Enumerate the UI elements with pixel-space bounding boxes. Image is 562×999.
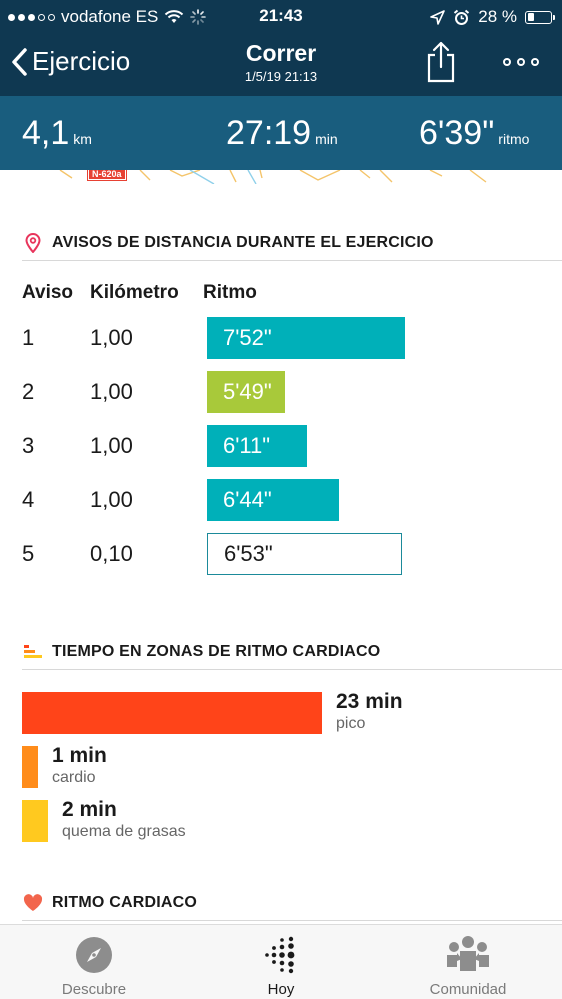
tab-hoy[interactable]: Hoy [211, 933, 351, 998]
split-row: 2 1,00 5'49" ★ [0, 371, 562, 415]
tab-label-descubre: Descubre [61, 981, 127, 998]
road-label-badge: N-620a [87, 170, 127, 181]
zone-text: 23 min pico [336, 690, 403, 733]
back-label: Ejercicio [32, 46, 131, 76]
activity-spinner-icon [190, 9, 207, 25]
back-button[interactable]: Ejercicio [10, 46, 130, 77]
split-row: 5 0,10 6'53" [0, 533, 562, 577]
heart-rate-section-title: RITMO CARDIACO [52, 893, 198, 911]
split-row: 1 1,00 7'52" [0, 317, 562, 361]
status-left: vodafone ES [8, 7, 207, 27]
zones-section-title: TIEMPO EN ZONAS DE RITMO CARDIACO [52, 642, 381, 660]
split-row: 4 1,00 6'44" [0, 479, 562, 523]
split-row: 3 1,00 6'11" [0, 425, 562, 469]
battery-icon [525, 10, 555, 24]
split-aviso: 5 [22, 541, 35, 566]
zone-label: pico [336, 715, 366, 732]
zone-text: 2 min quema de grasas [62, 798, 186, 841]
route-map-preview[interactable]: N-620a [0, 170, 562, 184]
exercise-summary-bar: 4,1 km 27:19 min 6'39" ritmo [0, 96, 562, 170]
split-kilometro: 0,10 [90, 541, 133, 566]
heart-zones-icon [22, 641, 44, 663]
status-time: 21:43 [259, 6, 303, 25]
app-header: vodafone ES 21:43 [0, 0, 562, 96]
zones-section-header: TIEMPO EN ZONAS DE RITMO CARDIACO [22, 634, 562, 670]
duration-value: 27:19 [226, 114, 312, 152]
map-roads [59, 170, 487, 184]
wifi-icon [165, 10, 184, 23]
zone-bar [22, 800, 48, 842]
distance-stat: 4,1 km [22, 114, 92, 153]
tab-label-hoy: Hoy [267, 981, 295, 998]
column-header-ritmo: Ritmo [203, 282, 257, 303]
fitbit-dots-icon [211, 933, 351, 977]
split-kilometro: 1,00 [90, 379, 133, 404]
zone-label: quema de grasas [62, 823, 186, 840]
signal-strength-icon [8, 13, 55, 21]
zone-text: 1 min cardio [52, 744, 107, 787]
status-right: 28 % [430, 7, 555, 27]
splits-section-header: AVISOS DE DISTANCIA DURANTE EL EJERCICIO [22, 225, 562, 261]
tab-descubre[interactable]: Descubre [24, 933, 164, 998]
zone-bar [22, 692, 322, 734]
more-options-button[interactable] [496, 52, 546, 72]
nav-bar: Ejercicio Correr 1/5/19 21:13 [0, 34, 562, 96]
split-aviso: 4 [22, 487, 35, 512]
duration-stat: 27:19 min [226, 114, 338, 153]
split-aviso: 2 [22, 379, 35, 404]
column-header-kilometro: Kilómetro [90, 282, 179, 303]
split-pace-bar[interactable]: 6'44" [207, 479, 339, 521]
heart-rate-section-header: RITMO CARDIACO [22, 885, 562, 921]
distance-value: 4,1 [22, 114, 70, 152]
column-header-aviso: Aviso [22, 282, 74, 303]
zone-minutes: 2 min [62, 798, 117, 821]
split-pace-bar[interactable]: 6'11" [207, 425, 307, 467]
best-split-star-icon: ★ [283, 376, 308, 407]
pace-stat: 6'39" ritmo [419, 114, 529, 153]
zone-label: cardio [52, 769, 96, 786]
community-icon [398, 933, 538, 977]
road-label: N-620a [92, 170, 122, 179]
share-button[interactable] [424, 40, 458, 84]
split-pace-bar[interactable]: 6'53" [207, 533, 402, 575]
pace-value: 6'39" [419, 114, 495, 152]
location-pin-icon [22, 232, 44, 254]
compass-icon [24, 933, 164, 977]
split-pace-label: 6'11" [223, 433, 271, 458]
split-kilometro: 1,00 [90, 433, 133, 458]
alarm-icon [454, 9, 470, 25]
zone-minutes: 1 min [52, 744, 107, 767]
split-pace-label: 6'44" [223, 487, 272, 512]
split-pace-label: 7'52" [223, 325, 272, 350]
duration-unit: min [315, 131, 338, 147]
battery-percent: 28 % [478, 7, 517, 26]
split-aviso: 1 [22, 325, 35, 350]
page-title: Correr [245, 40, 317, 66]
split-pace-label: 5'49" [223, 379, 272, 404]
distance-unit: km [73, 131, 92, 147]
page-subtitle: 1/5/19 21:13 [244, 69, 318, 84]
splits-section-title: AVISOS DE DISTANCIA DURANTE EL EJERCICIO [52, 233, 434, 251]
zone-bar [22, 746, 38, 788]
split-kilometro: 1,00 [90, 487, 133, 512]
zone-minutes: 23 min [336, 690, 403, 713]
location-arrow-icon [430, 9, 446, 25]
split-kilometro: 1,00 [90, 325, 133, 350]
split-pace-bar[interactable]: 7'52" [207, 317, 405, 359]
chevron-left-icon [12, 47, 27, 76]
bottom-tab-bar: Descubre Hoy [0, 924, 562, 999]
split-pace-bar[interactable]: 5'49" ★ [207, 371, 307, 413]
page-title-block: Correr 1/5/19 21:13 [0, 40, 562, 84]
split-pace-label: 6'53" [224, 541, 273, 566]
status-bar: vodafone ES 21:43 [0, 0, 562, 34]
carrier-name: vodafone ES [61, 7, 159, 26]
heart-icon [22, 892, 44, 914]
tab-label-comunidad: Comunidad [429, 981, 507, 998]
split-aviso: 3 [22, 433, 35, 458]
pace-unit: ritmo [498, 131, 530, 147]
tab-comunidad[interactable]: Comunidad [398, 933, 538, 998]
